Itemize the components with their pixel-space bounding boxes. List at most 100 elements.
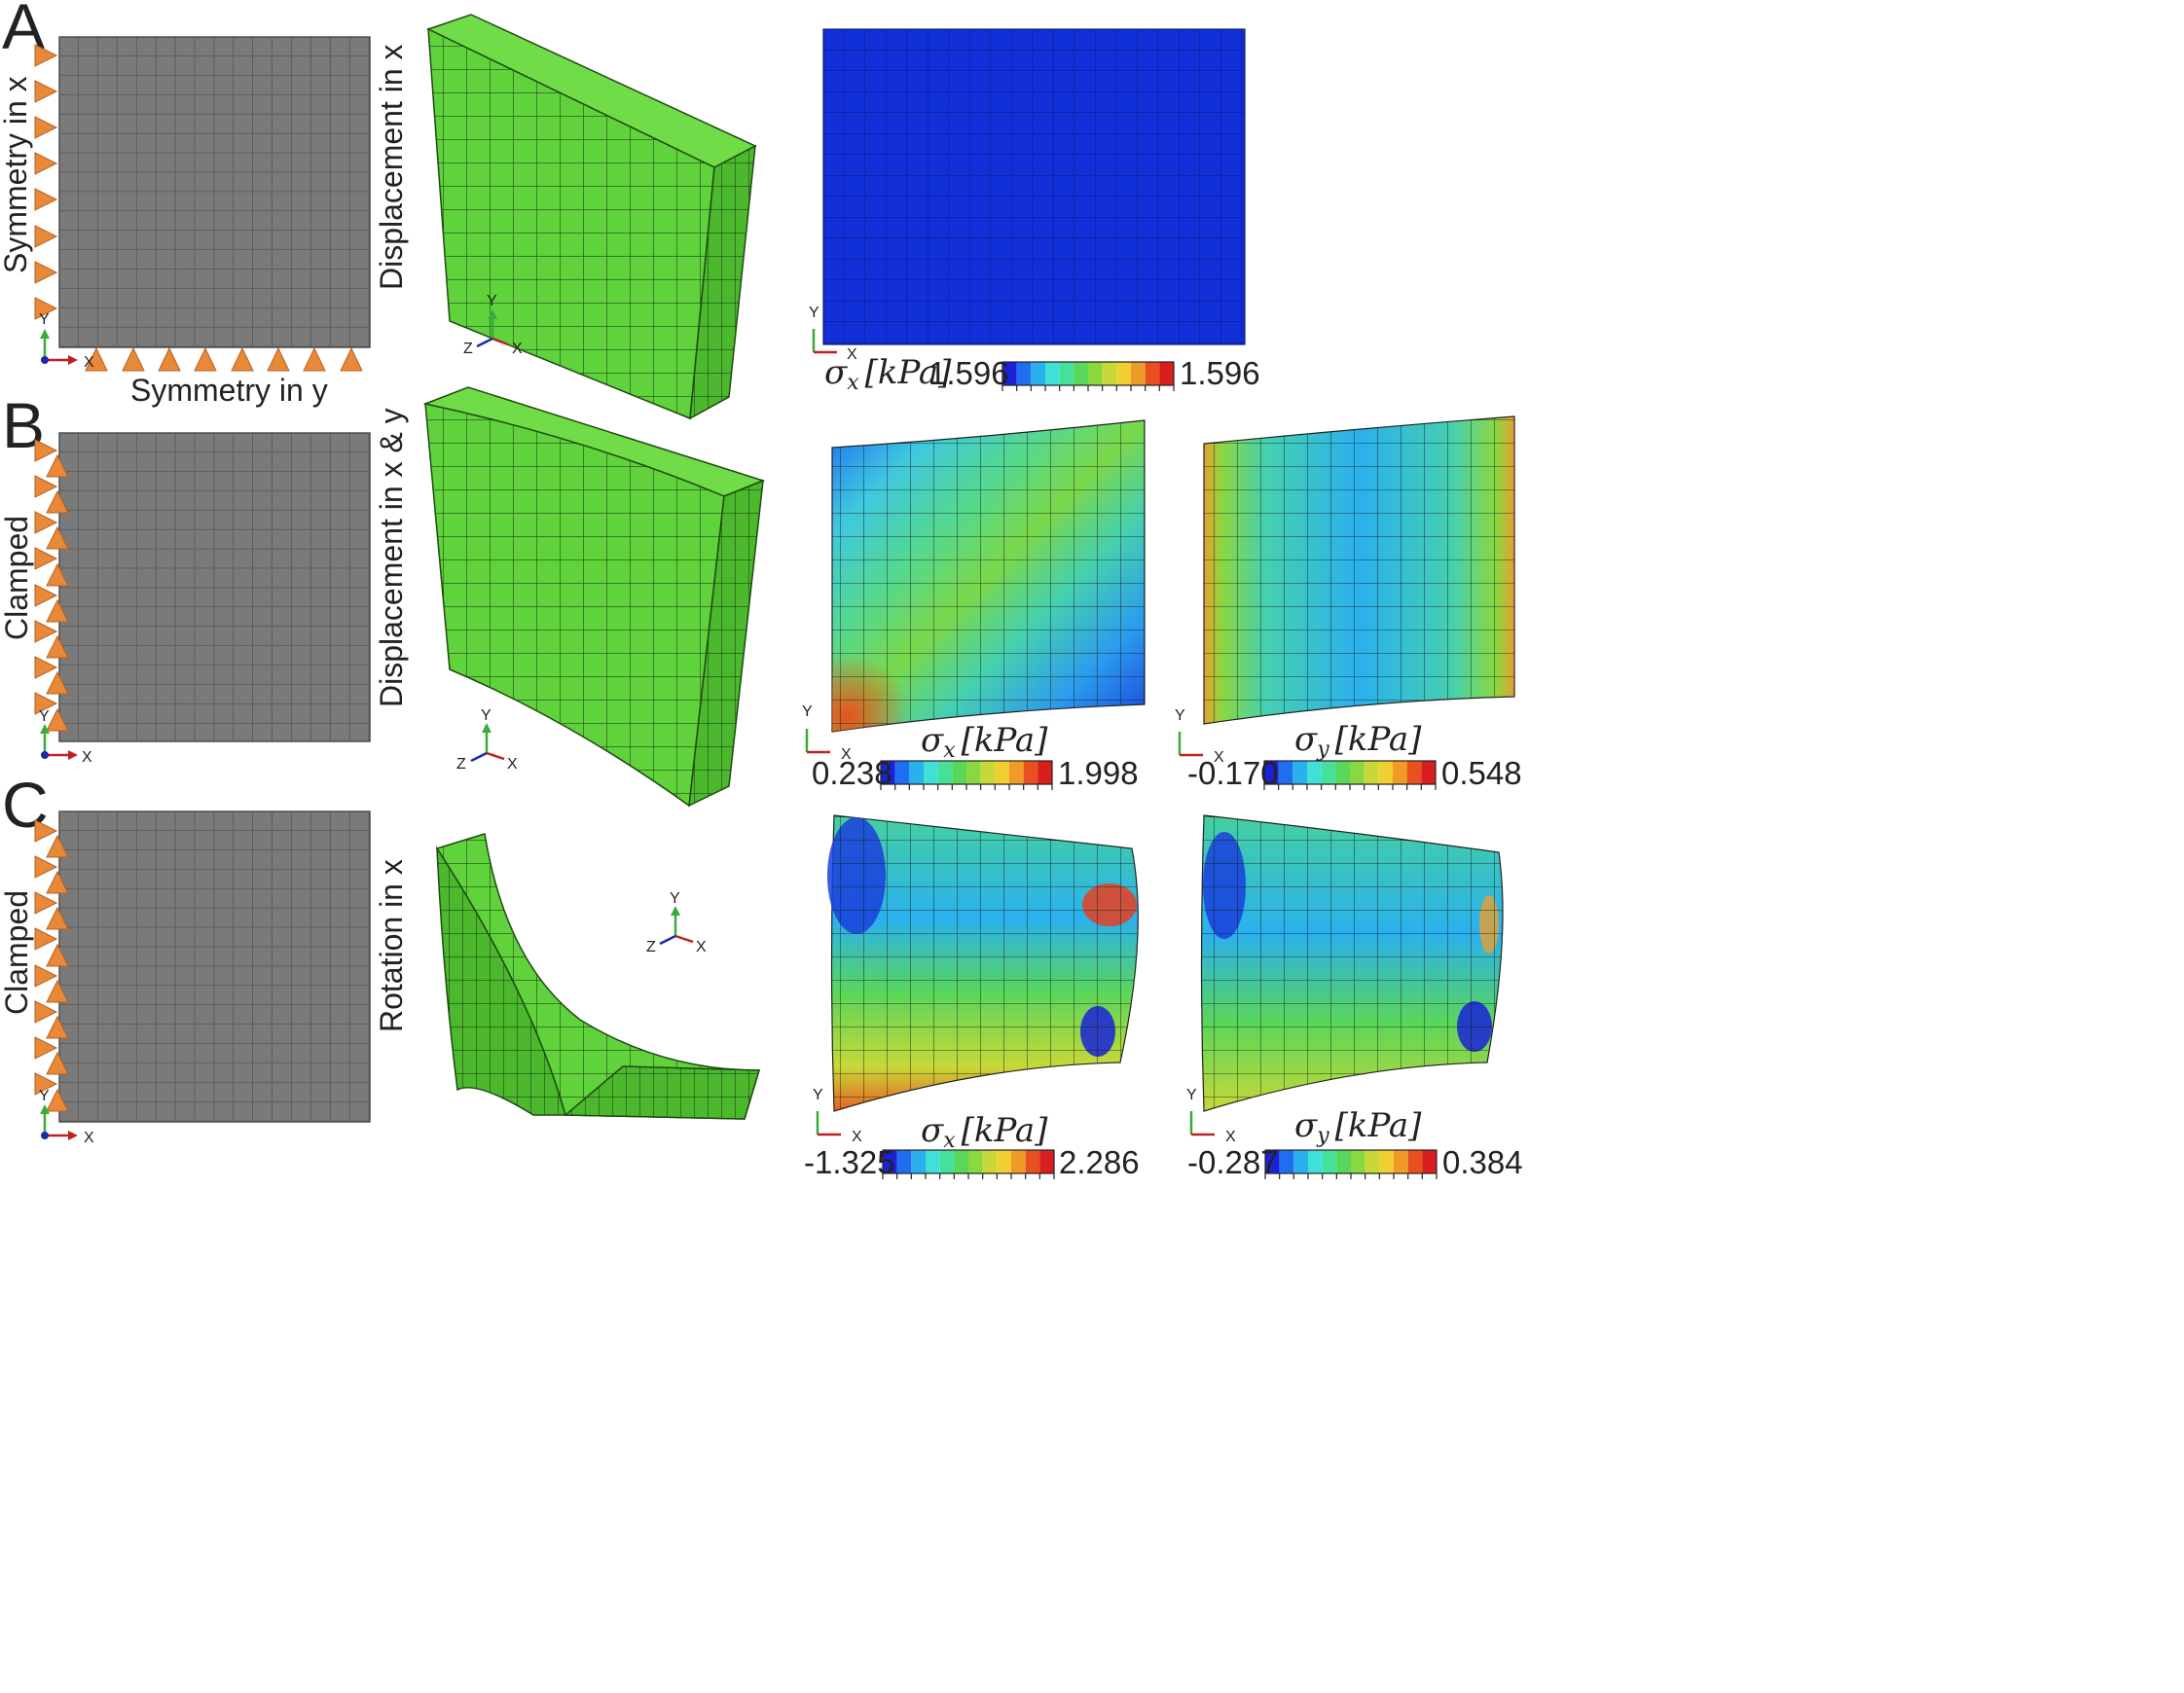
row-b: B Clamped Y X Displacement in x & y [0,386,1522,808]
colorbar-band [1039,1150,1054,1173]
colorbar-c2 [1264,1149,1438,1179]
block-axis-x-a: X [512,341,523,357]
colorbar-band [1264,761,1279,784]
deform-label-b: Displacement in x & y [374,408,409,707]
axis-y-label-c: Y [39,1088,50,1104]
colorbar-band [1378,761,1393,784]
axis-triad-block-b: Y X Z [456,707,518,773]
colorbar-title-a: σx [kPa] [824,353,952,395]
colorbar-band [980,761,996,784]
colorbar-band [1351,1150,1365,1173]
colorbar-band [1011,1150,1026,1173]
colorbar-a [1001,361,1175,391]
colorbar-title-b2: σy [kPa] [1294,720,1422,762]
stress-plot-b-sx: Y X σx [kPa] 0.238 1.998 [802,419,1146,791]
colorbar-band [1293,1150,1308,1173]
plot-axis-x-c2: X [1225,1129,1236,1145]
colorbar-band [909,761,924,784]
plot-axis-x-b2: X [1214,749,1224,766]
block-axis-y-a: Y [487,293,497,309]
block-axis-y-c: Y [670,890,680,907]
colorbar-band [1009,761,1024,784]
colorbar-band [968,1150,983,1173]
colorbar-band [1265,1150,1280,1173]
mesh-b [58,432,371,742]
colorbar-band [1335,761,1350,784]
stress-plot-a-sx: Y X σx [kPa] 1.596 1.596 [809,28,1260,395]
colorbar-band [1365,1150,1380,1173]
colorbar-band [1278,761,1293,784]
colorbar-band [939,1150,955,1173]
axis-x-label-b: X [82,749,92,766]
plot-axis-y-a: Y [809,305,819,321]
colorbar-band [924,761,938,784]
colorbar-band [1045,362,1060,385]
colorbar-band [982,1150,998,1173]
plot-axis-x-b1: X [841,746,852,763]
axis-triad-block-c: Y X Z [646,890,707,955]
left-bc-label-a: Symmetry in x [0,76,33,273]
axis-triad-block-a: Y X Z [463,293,523,357]
colorbar-band [937,761,953,784]
colorbar-max-b1: 1.998 [1058,755,1139,791]
colorbar-b2 [1263,760,1437,790]
plot-axis-x-c1: X [852,1129,862,1145]
colorbar-band [1037,761,1052,784]
axis-triad-a: Y X [39,311,94,371]
colorbar-title-c1: σx [kPa] [921,1111,1048,1153]
stress-plot-b-sy: Y X σy [kPa] -0.170 0.548 [1175,415,1522,791]
axis-triad-plot-c1: Y X [813,1087,862,1145]
axis-triad-plot-b1: Y X [802,703,852,763]
colorbar-band [1145,362,1160,385]
colorbar-band [1031,362,1045,385]
colorbar-max-c1: 2.286 [1059,1144,1140,1180]
colorbar-band [883,1150,897,1173]
block-axis-y-b: Y [481,707,491,724]
colorbar-band [1394,1150,1408,1173]
bc-clamp-left-b [34,439,69,732]
colorbar-band [1131,362,1146,385]
colorbar-band [1364,761,1379,784]
deform-label-c: Rotation in x [374,859,409,1032]
colorbar-band [1088,362,1103,385]
axis-y-label: Y [39,311,50,328]
colorbar-c1 [882,1149,1055,1179]
colorbar-band [881,761,895,784]
colorbar-frame [882,1149,1055,1174]
colorbar-band [1307,761,1322,784]
plot-axis-y-c2: Y [1186,1087,1197,1103]
colorbar-band [1322,1150,1337,1173]
colorbar-band [1350,761,1365,784]
colorbar-frame [880,760,1053,785]
mesh-a [58,36,371,348]
colorbar-band [995,761,1009,784]
axis-triad-plot-c2: Y X [1186,1087,1236,1145]
row-c: C Clamped Y X Rotation in x [0,769,1523,1180]
bottom-bc-label-a: Symmetry in y [130,373,328,408]
colorbar-band [1116,362,1131,385]
plot-axis-y-c1: Y [813,1087,823,1103]
plot-axis-x-a: X [847,346,857,363]
axis-triad-b: Y X [39,708,92,766]
colorbar-title-c2: σy [kPa] [1294,1106,1422,1148]
axis-y-label-b: Y [39,708,50,725]
colorbar-band [1393,761,1407,784]
colorbar-band [1279,1150,1294,1173]
colorbar-max-c2: 0.384 [1442,1144,1523,1180]
colorbar-frame [1264,1149,1438,1174]
deformed-block-c [435,833,761,1120]
plot-axis-y-b2: Y [1175,707,1185,724]
colorbar-band [1159,362,1174,385]
colorbar-title-b1: σx [kPa] [921,721,1048,763]
colorbar-band [1407,1150,1423,1173]
colorbar-band [1336,1150,1351,1173]
colorbar-max-a: 1.596 [1180,355,1260,391]
colorbar-band [997,1150,1011,1173]
colorbar-min-b1: 0.238 [812,755,892,791]
mesh-c [58,810,371,1123]
colorbar-min-c1: -1.325 [804,1144,895,1180]
colorbar-b1 [880,760,1053,790]
colorbar-band [1102,362,1117,385]
block-axis-z-b: Z [456,756,466,773]
